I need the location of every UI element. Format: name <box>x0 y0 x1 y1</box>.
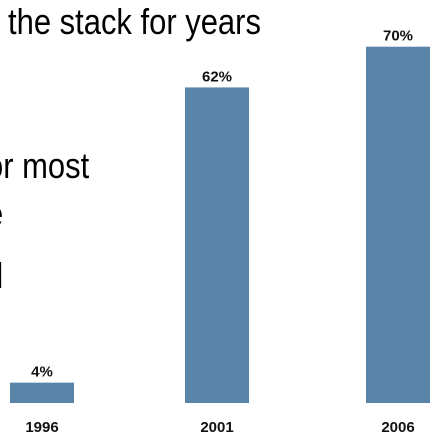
category-label-2001: 2001 <box>200 419 233 436</box>
category-label-2006: 2006 <box>381 419 414 436</box>
data-label-2001: 62% <box>202 68 232 85</box>
bar-1996 <box>10 382 74 403</box>
slide-text-line: d <box>0 258 3 294</box>
category-label-1996: 1996 <box>25 419 58 436</box>
bar-2001 <box>185 87 249 404</box>
slide-text-line: or most <box>0 145 90 186</box>
slide-text-line: the stack for years <box>8 1 261 42</box>
bar-2006 <box>366 46 430 403</box>
slide-text-line: e <box>0 196 3 232</box>
data-label-2006: 70% <box>383 28 413 45</box>
data-label-1996: 4% <box>31 364 53 381</box>
